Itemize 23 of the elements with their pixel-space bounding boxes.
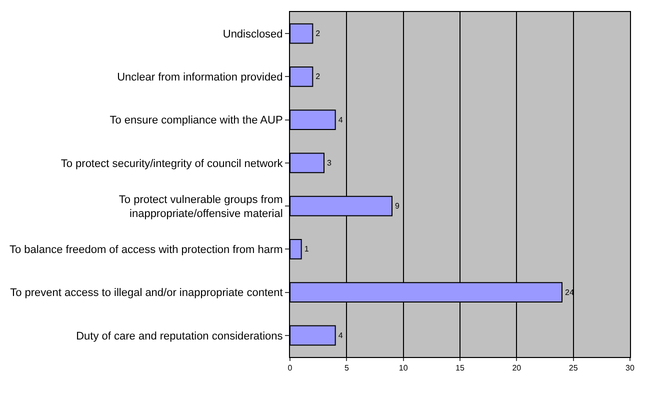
x-tick-label: 10 (398, 364, 408, 373)
data-label: 24 (565, 288, 574, 297)
x-tick-label: 20 (512, 364, 522, 373)
x-tick-label: 5 (344, 364, 350, 373)
y-tick-label: Undisclosed (222, 28, 283, 40)
data-label: 2 (316, 72, 321, 82)
y-tick-label: To balance freedom of access with protection from harm (10, 244, 283, 256)
x-tick-label: 15 (456, 364, 465, 373)
data-label: 9 (395, 202, 400, 211)
y-tick-label: To protect vulnerable groups from inappropriate/offensive material (118, 194, 283, 220)
x-tick-label: 25 (568, 364, 578, 373)
y-tick-label: To prevent access to illegal and/or inappropriate content (10, 287, 283, 300)
y-tick-label: Unclear from information provided (117, 72, 283, 84)
data-label: 1 (304, 244, 310, 254)
y-tick-label: To ensure compliance with the AUP (110, 114, 283, 127)
x-tick-label: 30 (626, 364, 635, 373)
data-label: 4 (338, 115, 344, 124)
x-tick-label: 0 (288, 364, 293, 373)
data-label: 2 (316, 29, 321, 38)
data-label: 3 (327, 158, 332, 168)
data-label: 4 (338, 330, 344, 340)
y-tick-label: To protect security/integrity of council network (60, 158, 284, 170)
y-tick-label: Duty of care and reputation considerations (76, 330, 284, 342)
